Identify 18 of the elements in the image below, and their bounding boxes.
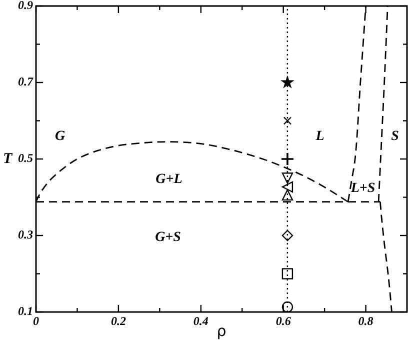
annotation: S	[391, 129, 400, 144]
annotation: L+S	[350, 181, 376, 196]
x-tick-label: 0.4	[193, 314, 208, 328]
x-tick-label: 0	[33, 314, 39, 328]
y-axis-title: T	[3, 151, 13, 167]
x-tick-label: 0.2	[110, 314, 126, 328]
y-tick-label: 0.9	[18, 0, 33, 12]
y-tick-label: 0.7	[18, 74, 34, 88]
annotation: G+S	[155, 230, 182, 246]
x-axis-title: ρ	[216, 322, 226, 340]
annotation: L	[314, 129, 324, 144]
y-tick-label: 0.3	[18, 227, 33, 242]
y-tick-label: 0.5	[18, 150, 33, 165]
annotation: G	[54, 129, 66, 144]
x-tick-label: 0.8	[358, 314, 374, 328]
y-tick-label: 0.1	[18, 304, 33, 318]
annotation: G+L	[156, 172, 182, 188]
x-tick-label: 0.6	[276, 314, 291, 328]
